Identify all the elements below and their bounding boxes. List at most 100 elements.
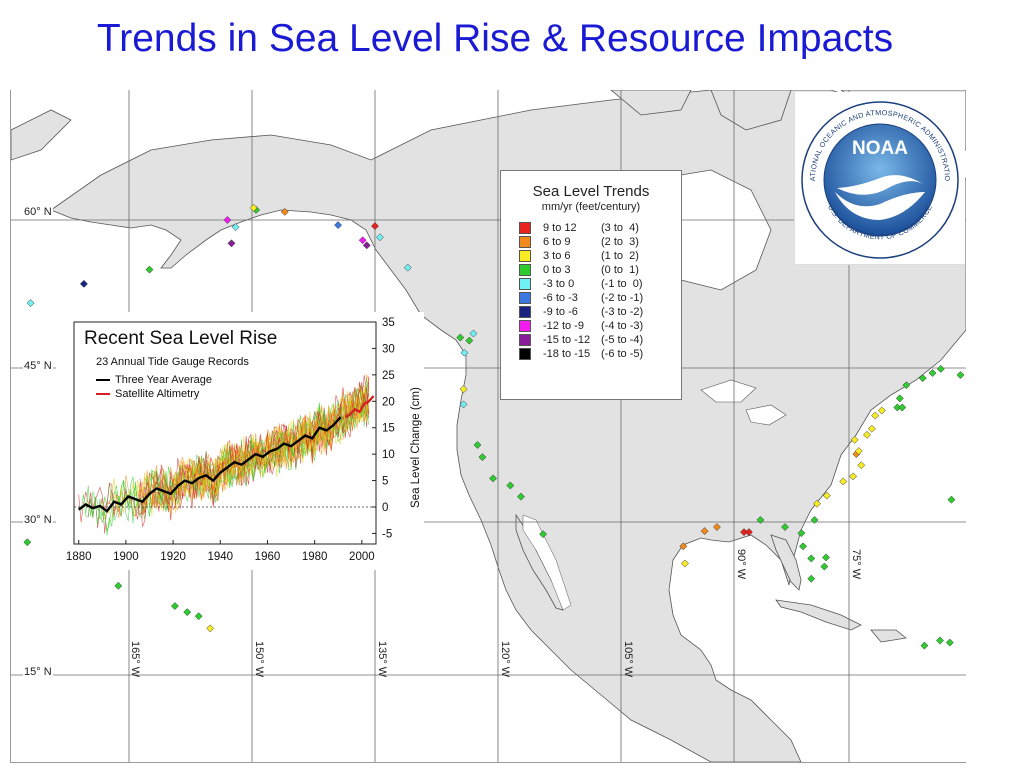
legend-range: 9 to 12	[543, 222, 577, 234]
legend-line-black	[96, 379, 110, 381]
noaa-text: NOAA	[852, 138, 908, 159]
florida	[770, 534, 802, 591]
tide-gauge-record-line	[142, 398, 370, 519]
chart-subtitle: 23 Annual Tide Gauge Records	[96, 356, 249, 368]
tide-station-marker	[362, 241, 371, 250]
legend-row: 0 to 3 (0 to 1)	[501, 263, 681, 277]
tide-station-marker	[170, 602, 179, 611]
tide-station-marker	[460, 348, 469, 357]
slide-title: Trends in Sea Level Rise & Resource Impa…	[96, 17, 894, 60]
cuba	[775, 599, 862, 631]
y-axis-label: Sea Level Change (cm)	[410, 387, 422, 508]
tide-gauge-record-line	[170, 389, 370, 503]
x-tick-label: 2000	[349, 551, 375, 563]
tide-station-marker	[744, 528, 753, 537]
tide-station-marker	[194, 612, 203, 621]
legend-range: -3 to 0	[543, 278, 575, 290]
legend-range: -6 to -3	[543, 292, 578, 304]
legend-swatch	[519, 222, 531, 234]
legend-row: -18 to -15 (-6 to -5)	[501, 347, 681, 361]
tide-station-marker	[459, 400, 468, 409]
tide-station-marker	[227, 239, 236, 248]
y-tick-label: 25	[382, 370, 395, 382]
legend-entry-satellite-altimetry: Satellite Altimetry	[96, 388, 199, 400]
chart-canvas: 1880 1900 1920 1940 1960 1980 2000 -5 0 5 10 15 20 25…	[66, 317, 395, 563]
tide-station-marker	[797, 529, 806, 538]
series-line	[77, 416, 342, 513]
chart-title: Recent Sea Level Rise	[84, 328, 278, 349]
legend-swatch	[519, 306, 531, 318]
tide-station-marker	[712, 523, 721, 531]
tide-station-marker	[822, 553, 830, 562]
tide-station-marker	[839, 477, 848, 486]
x-tick-label: 1920	[160, 551, 186, 563]
legend-row: -15 to -12 (-5 to -4)	[501, 333, 681, 347]
tide-station-marker	[863, 430, 871, 439]
y-tick-label: 0	[382, 502, 388, 514]
legend-swatch	[519, 334, 531, 346]
tide-station-marker	[679, 542, 688, 551]
lon-label-150: 150° W	[253, 641, 265, 678]
tide-station-marker	[877, 406, 886, 415]
y-tick-label: 30	[382, 343, 395, 355]
tide-station-marker	[489, 474, 498, 483]
tide-station-marker	[403, 263, 412, 272]
y-tick-label: 15	[382, 423, 395, 435]
legend-swatch	[519, 236, 531, 248]
tide-station-marker	[857, 461, 866, 470]
legend-row: -9 to -6 (-3 to -2)	[501, 305, 681, 319]
sea-level-rise-chart: 1880 1900 1920 1940 1960 1980 2000 -5 0 5 10 15 20 25…	[56, 312, 424, 570]
x-tick-label: 1900	[113, 551, 139, 563]
y-tick-label: 35	[382, 317, 395, 329]
series-line	[344, 395, 375, 419]
tide-station-marker	[700, 527, 709, 536]
tide-station-marker	[956, 371, 965, 379]
arctic-island-2	[610, 90, 692, 116]
legend-feet: (-2 to -1)	[601, 292, 644, 304]
legend-row: -6 to -3 (-2 to -1)	[501, 291, 681, 305]
lon-label-90: 90° W	[735, 549, 747, 580]
x-tick-label: 1960	[255, 551, 281, 563]
tide-station-marker	[223, 216, 232, 224]
tide-station-marker	[145, 265, 154, 274]
tide-station-marker	[506, 481, 515, 490]
tide-station-marker	[918, 374, 927, 383]
legend-subtitle: mm/yr (feet/century)	[541, 201, 641, 213]
hispaniola	[870, 629, 907, 643]
tide-station-marker	[756, 515, 765, 524]
tide-station-marker	[820, 562, 829, 571]
tide-gauge-record-line	[137, 384, 370, 514]
tide-gauge-record-line	[146, 374, 370, 508]
tide-station-marker	[902, 381, 911, 390]
tide-station-marker	[23, 538, 32, 547]
tide-station-marker	[371, 222, 379, 231]
legend-feet: (0 to 1)	[601, 264, 639, 276]
x-tick-label: 1880	[66, 551, 92, 563]
tide-station-marker	[473, 441, 482, 449]
tide-station-marker	[206, 624, 215, 633]
tide-station-marker	[936, 365, 945, 373]
tide-station-marker	[280, 207, 289, 216]
lat-label-30: 30° N	[23, 514, 53, 526]
tide-stations	[23, 203, 965, 650]
tide-station-marker	[867, 424, 876, 433]
lat-label-15: 15° N	[23, 666, 53, 678]
tide-station-marker	[539, 530, 548, 539]
tide-station-marker	[854, 447, 863, 455]
legend-range: -15 to -12	[543, 334, 591, 346]
tide-station-marker	[807, 554, 816, 563]
tide-station-marker	[79, 279, 88, 288]
noaa-emblem-icon: NOAA NATIONAL OCEANIC AND ATMOSPHERIC AD…	[792, 85, 959, 259]
tide-station-marker	[936, 636, 944, 645]
tide-station-marker	[478, 453, 487, 462]
tide-station-marker	[849, 472, 858, 481]
tide-station-marker	[945, 638, 954, 647]
tide-station-marker	[813, 499, 821, 508]
legend-feet: (-1 to 0)	[601, 278, 643, 290]
y-tick-label: 10	[382, 449, 395, 461]
legend-entry-three-year-average: Three Year Average	[96, 374, 212, 386]
legend-range: 3 to 6	[543, 250, 571, 262]
legend-swatch	[519, 320, 531, 332]
great-lakes	[700, 379, 787, 426]
legend-feet: (-5 to -4)	[601, 334, 644, 346]
